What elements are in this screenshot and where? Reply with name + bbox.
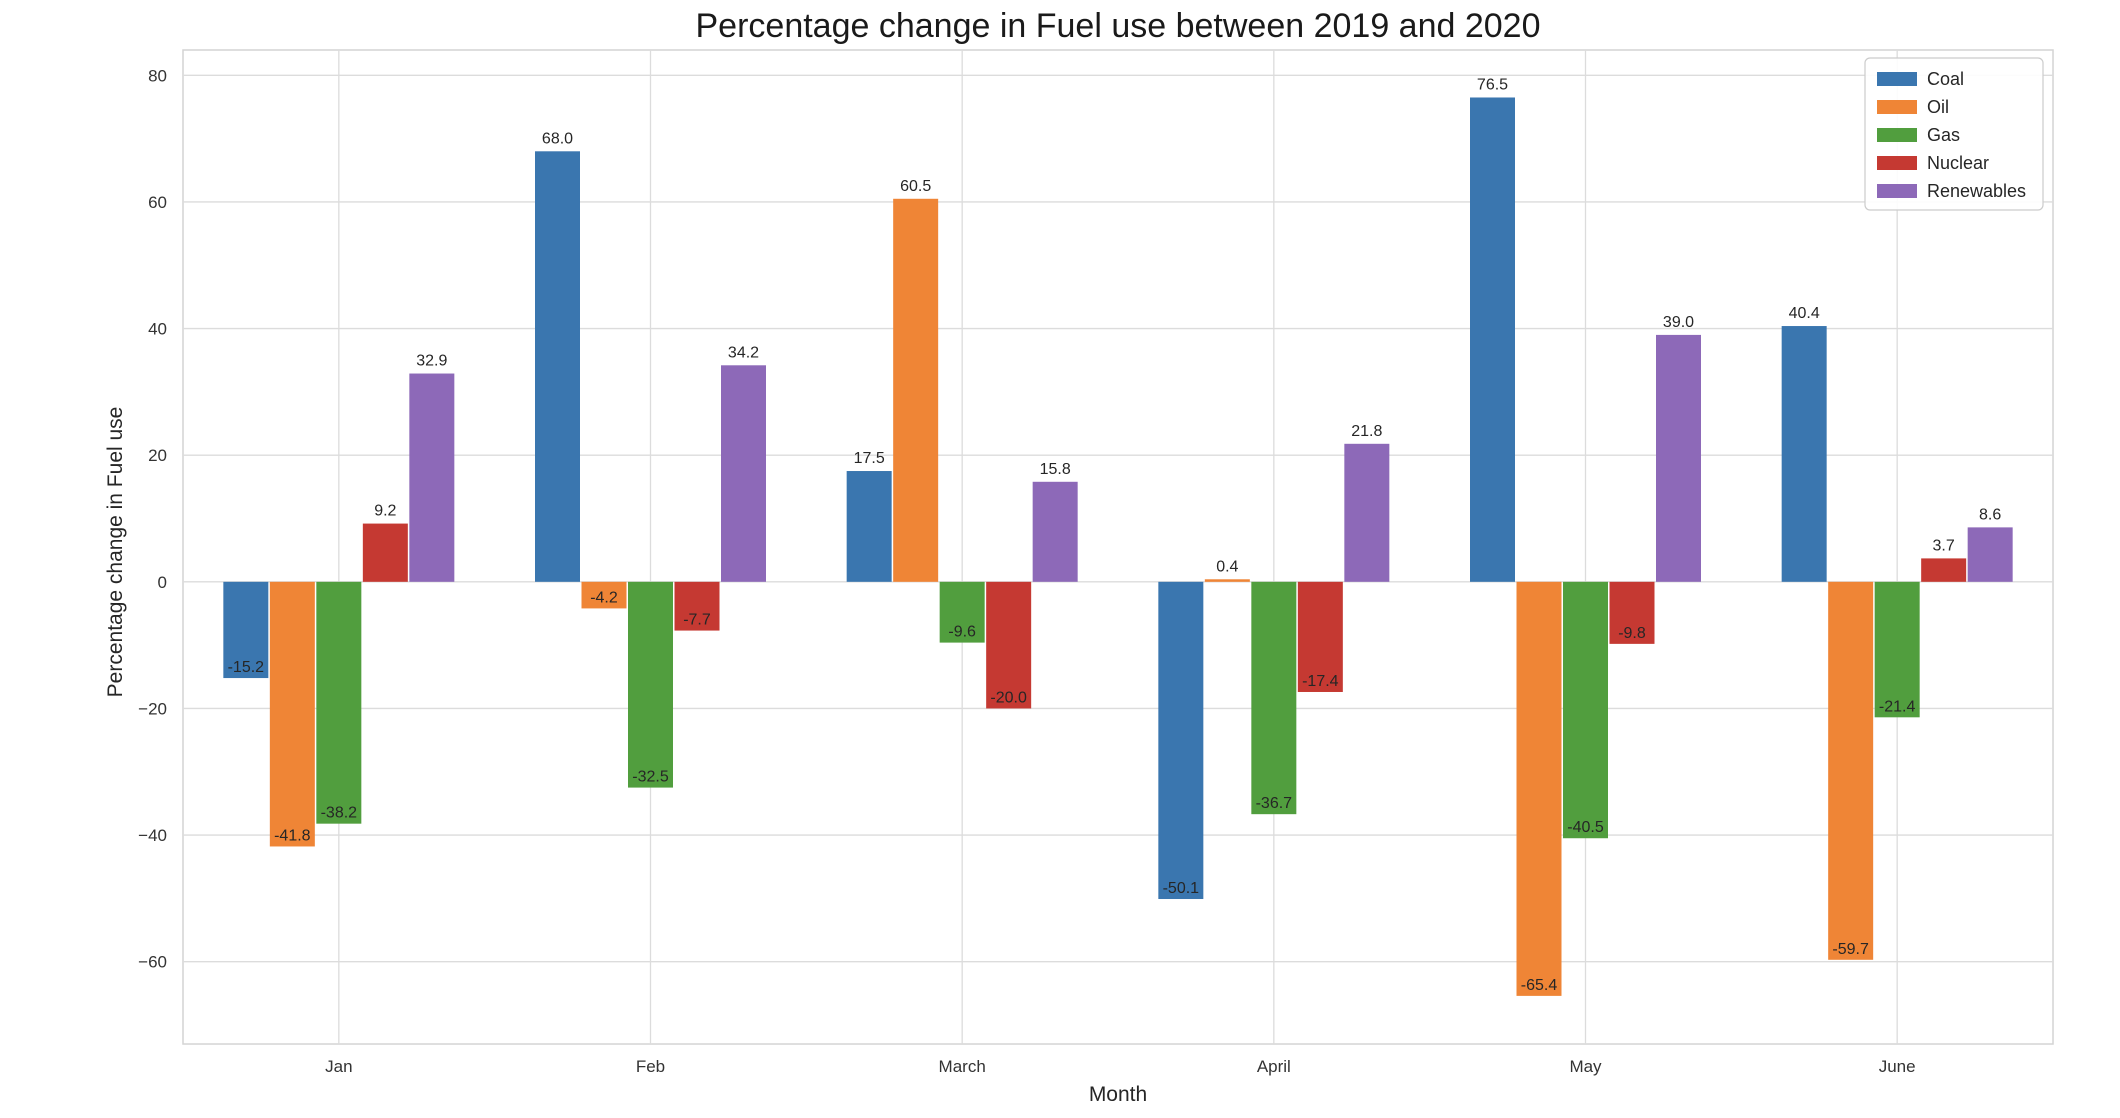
- legend-swatch-coal: [1877, 72, 1917, 86]
- data-label: 3.7: [1933, 537, 1955, 554]
- data-label: 39.0: [1663, 314, 1694, 331]
- data-label: -32.5: [632, 769, 669, 786]
- bar-coal-may: [1470, 97, 1515, 582]
- y-tick-label: −40: [138, 826, 167, 845]
- data-label: -40.5: [1567, 819, 1604, 836]
- data-label: -50.1: [1163, 880, 1200, 897]
- data-label: -7.7: [683, 612, 711, 629]
- plot-area: [182, 49, 2054, 1045]
- legend-label-oil: Oil: [1927, 97, 1949, 117]
- bar-oil-june: [1828, 581, 1874, 960]
- bar-renewables-march: [1032, 481, 1078, 582]
- bars: [223, 97, 2013, 996]
- y-tick-label: −20: [138, 699, 167, 718]
- data-label: -9.8: [1618, 625, 1646, 642]
- data-label: 60.5: [900, 178, 931, 195]
- data-label: 34.2: [728, 344, 759, 361]
- data-label: 15.8: [1040, 461, 1071, 478]
- legend-label-gas: Gas: [1927, 125, 1960, 145]
- legend-label-coal: Coal: [1927, 69, 1964, 89]
- y-tick-label: 0: [158, 573, 167, 592]
- data-label: 21.8: [1351, 423, 1382, 440]
- data-label: 40.4: [1789, 305, 1820, 322]
- legend-label-nuclear: Nuclear: [1927, 153, 1989, 173]
- data-label: -59.7: [1832, 941, 1869, 958]
- bar-nuclear-march: [986, 581, 1032, 709]
- bar-gas-march: [939, 581, 985, 643]
- bar-renewables-april: [1344, 443, 1390, 582]
- bar-gas-june: [1874, 581, 1920, 718]
- data-labels: -15.2 68.0 17.5 -50.1 76.5 40.4 -41.8 -4.2 60.5 0…: [228, 76, 2002, 993]
- legend-box: [1864, 57, 2044, 211]
- data-label: 17.5: [854, 450, 885, 467]
- data-label: -38.2: [321, 805, 358, 822]
- bar-coal-march: [846, 471, 892, 582]
- bar-coal-jan: [223, 581, 269, 679]
- legend: Coal Oil Gas Nuclear Renewables: [1864, 57, 2044, 211]
- data-label: -65.4: [1521, 977, 1558, 994]
- data-label: 8.6: [1979, 506, 2001, 523]
- x-axis-label: Month: [1089, 1083, 1147, 1106]
- gridlines: [183, 50, 2053, 1044]
- data-label: -15.2: [228, 659, 265, 676]
- bar-oil-april: [1204, 579, 1250, 582]
- data-label: 76.5: [1477, 76, 1508, 93]
- y-tick-label: 80: [148, 66, 167, 85]
- data-label: -36.7: [1256, 795, 1293, 812]
- data-label: -41.8: [274, 827, 311, 844]
- bar-nuclear-april: [1297, 581, 1343, 692]
- bar-gas-may: [1563, 581, 1608, 839]
- legend-swatch-gas: [1877, 128, 1917, 142]
- legend-swatch-renewables: [1877, 184, 1917, 198]
- y-tick-label: 40: [148, 320, 167, 339]
- tick-labels: 80 60 40 20 0 −20 −40 −60 Jan Feb March April May Jun…: [138, 66, 1915, 1076]
- bar-gas-feb: [628, 581, 673, 788]
- y-tick-label: 20: [148, 446, 167, 465]
- data-label: -9.6: [948, 624, 976, 641]
- bar-oil-jan: [269, 581, 315, 847]
- chart-title: Percentage change in Fuel use between 20…: [696, 7, 1541, 45]
- data-label: 0.4: [1216, 558, 1238, 575]
- bar-coal-april: [1158, 581, 1204, 900]
- bar-nuclear-june: [1921, 558, 1967, 582]
- data-label: 68.0: [542, 130, 573, 147]
- bar-nuclear-feb: [674, 581, 720, 631]
- data-label: 9.2: [374, 503, 396, 520]
- x-tick-label: Jan: [325, 1057, 352, 1076]
- data-label: 32.9: [416, 353, 447, 370]
- bar-nuclear-jan: [362, 523, 408, 582]
- bar-gas-april: [1251, 581, 1297, 815]
- bar-nuclear-may: [1609, 581, 1655, 644]
- bar-oil-march: [893, 198, 939, 582]
- bar-oil-feb: [581, 581, 627, 609]
- data-label: -21.4: [1879, 698, 1916, 715]
- x-tick-label: March: [939, 1057, 986, 1076]
- bar-coal-june: [1781, 326, 1827, 582]
- bar-oil-may: [1516, 581, 1562, 996]
- data-label: -4.2: [590, 589, 618, 606]
- bar-coal-feb: [535, 151, 580, 582]
- bar-renewables-jan: [409, 373, 455, 582]
- y-tick-label: −60: [138, 953, 167, 972]
- bar-renewables-june: [1967, 527, 2013, 582]
- x-tick-label: Feb: [636, 1057, 665, 1076]
- legend-label-renewables: Renewables: [1927, 181, 2026, 201]
- y-tick-label: 60: [148, 193, 167, 212]
- bar-gas-jan: [316, 581, 362, 824]
- x-tick-label: May: [1569, 1057, 1602, 1076]
- bar-renewables-feb: [721, 365, 766, 582]
- legend-swatch-nuclear: [1877, 156, 1917, 170]
- data-label: -20.0: [990, 689, 1027, 706]
- bar-renewables-may: [1656, 334, 1701, 582]
- data-label: -17.4: [1302, 673, 1339, 690]
- x-tick-label: April: [1257, 1057, 1291, 1076]
- x-tick-label: June: [1879, 1057, 1916, 1076]
- y-axis-label: Percentage change in Fuel use: [104, 407, 127, 698]
- legend-swatch-oil: [1877, 100, 1917, 114]
